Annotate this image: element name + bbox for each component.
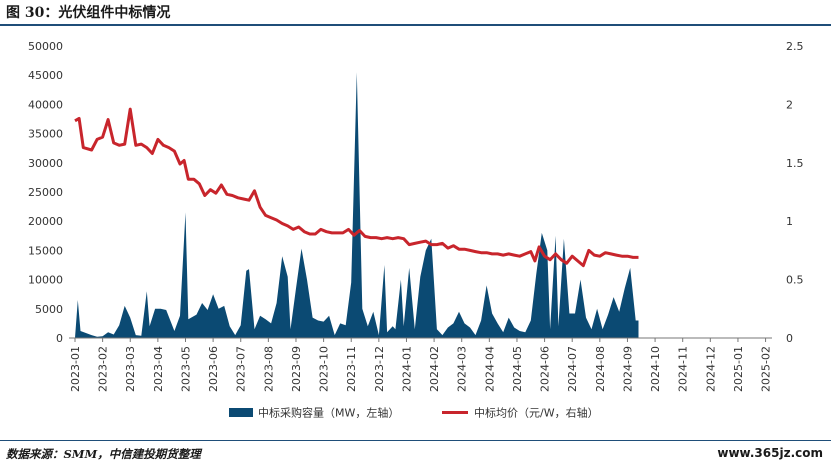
source-note: 数据来源：SMM，中信建投期货整理 xyxy=(6,447,201,461)
x-tick-label: 2023-12 xyxy=(373,346,386,392)
legend: 中标采购容量（MW，左轴） 中标均价（元/W，右轴） xyxy=(229,406,599,420)
chart-area: 0 5000 10000 15000 20000 25000 30000 35000 40000… xyxy=(0,26,831,436)
y-left-tick-label: 20000 xyxy=(28,215,63,228)
series-line-price xyxy=(74,107,639,268)
y-left-tick-label: 25000 xyxy=(28,186,63,199)
x-tick-label: 2024-02 xyxy=(428,346,441,392)
x-tick-label: 2023-09 xyxy=(290,346,303,392)
series-area-capacity xyxy=(75,72,639,339)
x-tick-label: 2024-05 xyxy=(511,346,524,392)
y-left-tick-label: 5000 xyxy=(35,303,63,316)
x-tick-label: 2024-11 xyxy=(677,346,690,392)
axes-group: 0 5000 10000 15000 20000 25000 30000 35000 40000… xyxy=(28,40,804,392)
title-rule xyxy=(0,24,831,26)
x-tick-label: 2023-03 xyxy=(124,346,137,392)
x-tick-label: 2024-09 xyxy=(621,346,634,392)
x-tick-label: 2023-11 xyxy=(345,346,358,392)
y-right-tick-label: 2.5 xyxy=(786,40,804,53)
figure-title: 图 30：光伏组件中标情况 xyxy=(6,5,171,21)
x-tick-label: 2023-08 xyxy=(262,346,275,392)
x-tick-label: 2023-02 xyxy=(97,346,110,392)
y-right-tick-label: 1.5 xyxy=(786,157,804,170)
y-right-tick-label: 1 xyxy=(786,215,793,228)
x-tick-label: 2023-05 xyxy=(179,346,192,392)
x-tick-label: 2025-01 xyxy=(732,346,745,392)
x-tick-label: 2024-08 xyxy=(594,346,607,392)
x-tick-label: 2024-10 xyxy=(649,346,662,392)
x-tick-label: 2023-04 xyxy=(152,346,165,392)
series-group xyxy=(74,72,639,339)
footer-rule xyxy=(0,440,831,441)
x-tick-label: 2023-07 xyxy=(235,346,248,392)
x-tick-label: 2025-02 xyxy=(760,346,773,392)
y-left-tick-label: 10000 xyxy=(28,274,63,287)
x-tick-label: 2024-04 xyxy=(483,346,496,392)
chart-svg: 0 5000 10000 15000 20000 25000 30000 35000 40000… xyxy=(28,40,804,420)
y-right-tick-label: 0 xyxy=(786,332,793,345)
legend-swatch-area xyxy=(229,408,253,417)
x-tick-label: 2024-07 xyxy=(566,346,579,392)
y-left-tick-label: 50000 xyxy=(28,40,63,53)
x-tick-label: 2024-01 xyxy=(400,346,413,392)
y-right-tick-label: 2 xyxy=(786,98,793,111)
x-tick-label: 2023-06 xyxy=(207,346,220,392)
legend-label-area: 中标采购容量（MW，左轴） xyxy=(258,406,399,420)
watermark: www.365jz.com xyxy=(717,446,823,460)
y-left-tick-label: 45000 xyxy=(28,69,63,82)
y-left-tick-label: 35000 xyxy=(28,128,63,141)
legend-label-line: 中标均价（元/W，右轴） xyxy=(474,406,599,420)
y-right-tick-label: 0.5 xyxy=(786,274,804,287)
x-tick-label: 2024-12 xyxy=(704,346,717,392)
y-left-tick-label: 0 xyxy=(56,332,63,345)
y-left-tick-label: 15000 xyxy=(28,244,63,257)
x-tick-label: 2023-10 xyxy=(318,346,331,392)
x-tick-label: 2024-03 xyxy=(456,346,469,392)
y-left-tick-label: 30000 xyxy=(28,157,63,170)
y-left-tick-label: 40000 xyxy=(28,98,63,111)
x-tick-label: 2023-01 xyxy=(69,346,82,392)
x-tick-label: 2024-06 xyxy=(539,346,552,392)
